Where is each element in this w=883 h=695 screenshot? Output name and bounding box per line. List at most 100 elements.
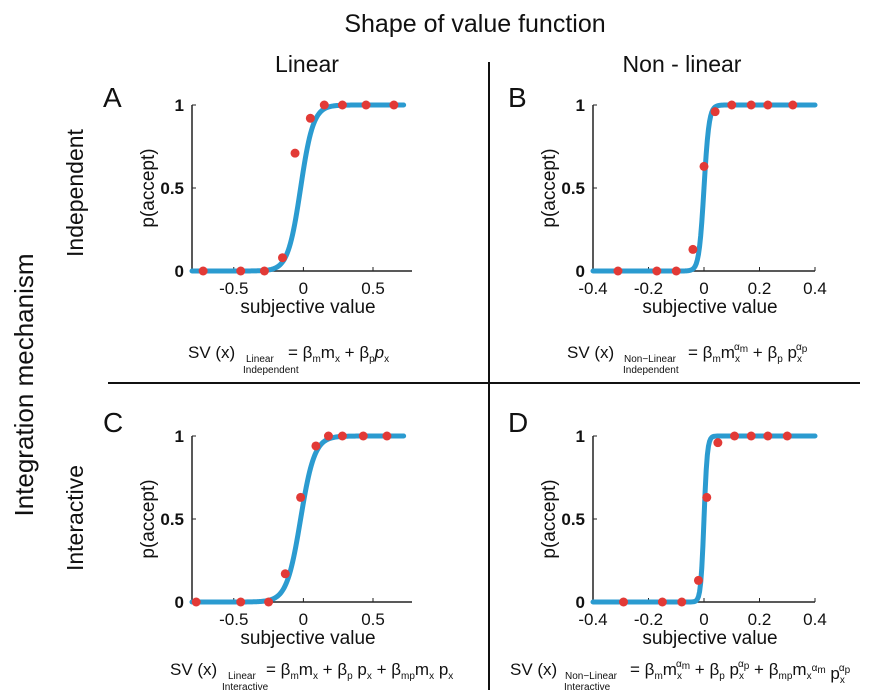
y-axis-label-b: p(accept) — [539, 148, 560, 227]
data-point-c — [358, 431, 368, 441]
data-point-d — [702, 492, 712, 502]
x-axis-label-c: subjective value — [240, 628, 375, 649]
data-point-d — [693, 575, 703, 585]
data-point-a — [290, 148, 300, 158]
data-point-c — [191, 597, 201, 607]
row-label-interactive: Interactive — [62, 465, 88, 571]
x-axis-label-b: subjective value — [642, 297, 777, 318]
data-point-c — [323, 431, 333, 441]
x-tick-label-b: 0.2 — [748, 279, 772, 298]
data-point-c — [337, 431, 347, 441]
formula-b-rhs: = βmmxαm + βp pxαp — [688, 342, 808, 365]
formula-a-sub-bottom: Independent — [243, 365, 299, 376]
data-point-a — [337, 100, 347, 110]
data-point-d — [677, 597, 687, 607]
data-point-b — [763, 100, 773, 110]
row-group-label: Integration mechanism — [9, 253, 39, 516]
data-point-a — [198, 266, 208, 276]
fit-curve-c — [189, 433, 407, 605]
x-tick-label-b: 0 — [699, 279, 708, 298]
formula-d-sub-top: Non−Linear — [565, 671, 618, 682]
data-point-c — [311, 441, 321, 451]
panel-a: -0.5 0 0.5 0 0.5 1 subjective value p(accept) — [138, 96, 412, 318]
data-point-b — [688, 244, 698, 254]
y-tick-label-b: 1 — [576, 96, 585, 115]
formula-c-rhs: = βmmx + βp px + βmpmx px — [266, 660, 453, 682]
data-point-b — [710, 107, 720, 117]
data-point-c — [280, 569, 290, 579]
data-point-a — [361, 100, 371, 110]
x-axis-label-d: subjective value — [642, 628, 777, 649]
figure-title: Shape of value function — [344, 10, 605, 38]
fit-curve-d — [590, 433, 818, 605]
x-tick-label-a: 0.5 — [361, 279, 385, 298]
data-point-d — [713, 438, 723, 448]
data-point-d — [782, 431, 792, 441]
data-point-d — [746, 431, 756, 441]
x-tick-label-b: -0.2 — [634, 279, 663, 298]
data-point-d — [657, 597, 667, 607]
panel-c: -0.5 0 0.5 0 0.5 1 subjective value p(accept) — [138, 427, 412, 649]
formula-a-rhs: = βmmx + βppx — [288, 343, 389, 365]
panel-letter-c: C — [103, 407, 123, 438]
data-point-d — [619, 597, 629, 607]
x-tick-label-d: -0.2 — [634, 610, 663, 629]
formula-a-sub-top: Linear — [246, 354, 274, 365]
formula-a-lhs: SV (x) — [188, 343, 235, 362]
row-label-independent: Independent — [62, 128, 88, 257]
formula-d-sub-bottom: Interactive — [564, 682, 611, 693]
formula-d-rhs: = βmmxαm + βp pxαp + βmpmxαm pxαp — [630, 659, 851, 686]
data-point-c — [296, 492, 306, 502]
data-point-b — [613, 266, 623, 276]
data-point-b — [699, 161, 709, 171]
data-point-c — [236, 597, 246, 607]
data-point-c — [382, 431, 392, 441]
formula-b: SV (x) Non−Linear Independent = βmmxαm +… — [567, 342, 808, 376]
data-point-a — [259, 266, 269, 276]
panel-letter-b: B — [508, 82, 527, 113]
y-tick-label-d: 0.5 — [561, 510, 585, 529]
column-label-nonlinear: Non - linear — [623, 51, 742, 77]
x-tick-label-d: -0.4 — [578, 610, 607, 629]
y-tick-label-c: 1 — [175, 427, 184, 446]
data-point-c — [264, 597, 274, 607]
panel-letter-d: D — [508, 407, 528, 438]
x-tick-label-d: 0 — [699, 610, 708, 629]
y-tick-label-d: 0 — [576, 593, 585, 612]
y-tick-label-c: 0 — [175, 593, 184, 612]
y-tick-label-a: 1 — [175, 96, 184, 115]
y-axis-label-a: p(accept) — [138, 148, 159, 227]
x-axis-label-a: subjective value — [240, 297, 375, 318]
x-tick-label-b: -0.4 — [578, 279, 607, 298]
x-tick-label-d: 0.2 — [748, 610, 772, 629]
y-axis-label-c: p(accept) — [138, 479, 159, 558]
y-tick-label-d: 1 — [576, 427, 585, 446]
y-tick-label-a: 0.5 — [160, 179, 184, 198]
x-tick-label-d: 0.4 — [803, 610, 827, 629]
data-point-a — [389, 100, 399, 110]
data-point-a — [305, 113, 315, 123]
formula-c: SV (x) Linear Interactive = βmmx + βp px… — [170, 660, 453, 693]
x-tick-label-c: 0.5 — [361, 610, 385, 629]
x-tick-label-a: 0 — [299, 279, 308, 298]
formula-c-sub-top: Linear — [228, 671, 256, 682]
fit-curve-b — [590, 102, 818, 274]
data-point-b — [671, 266, 681, 276]
data-point-a — [278, 253, 288, 263]
x-tick-label-b: 0.4 — [803, 279, 827, 298]
panel-d: -0.4 -0.2 0 0.2 0.4 0 0.5 1 subjective value p(ac… — [539, 427, 827, 649]
x-tick-label-a: -0.5 — [219, 279, 248, 298]
data-point-b — [652, 266, 662, 276]
y-axis-label-d: p(accept) — [539, 479, 560, 558]
y-tick-label-a: 0 — [175, 262, 184, 281]
x-tick-label-c: -0.5 — [219, 610, 248, 629]
formula-a: SV (x) Linear Independent = βmmx + βppx — [188, 343, 389, 376]
data-point-d — [763, 431, 773, 441]
x-tick-label-c: 0 — [299, 610, 308, 629]
formula-b-sub-top: Non−Linear — [624, 354, 677, 365]
formula-d: SV (x) Non−Linear Interactive = βmmxαm +… — [510, 659, 851, 693]
panel-b: -0.4 -0.2 0 0.2 0.4 0 0.5 1 subjective value p(ac… — [539, 96, 827, 318]
fit-curve-a — [189, 102, 407, 274]
data-point-b — [727, 100, 737, 110]
